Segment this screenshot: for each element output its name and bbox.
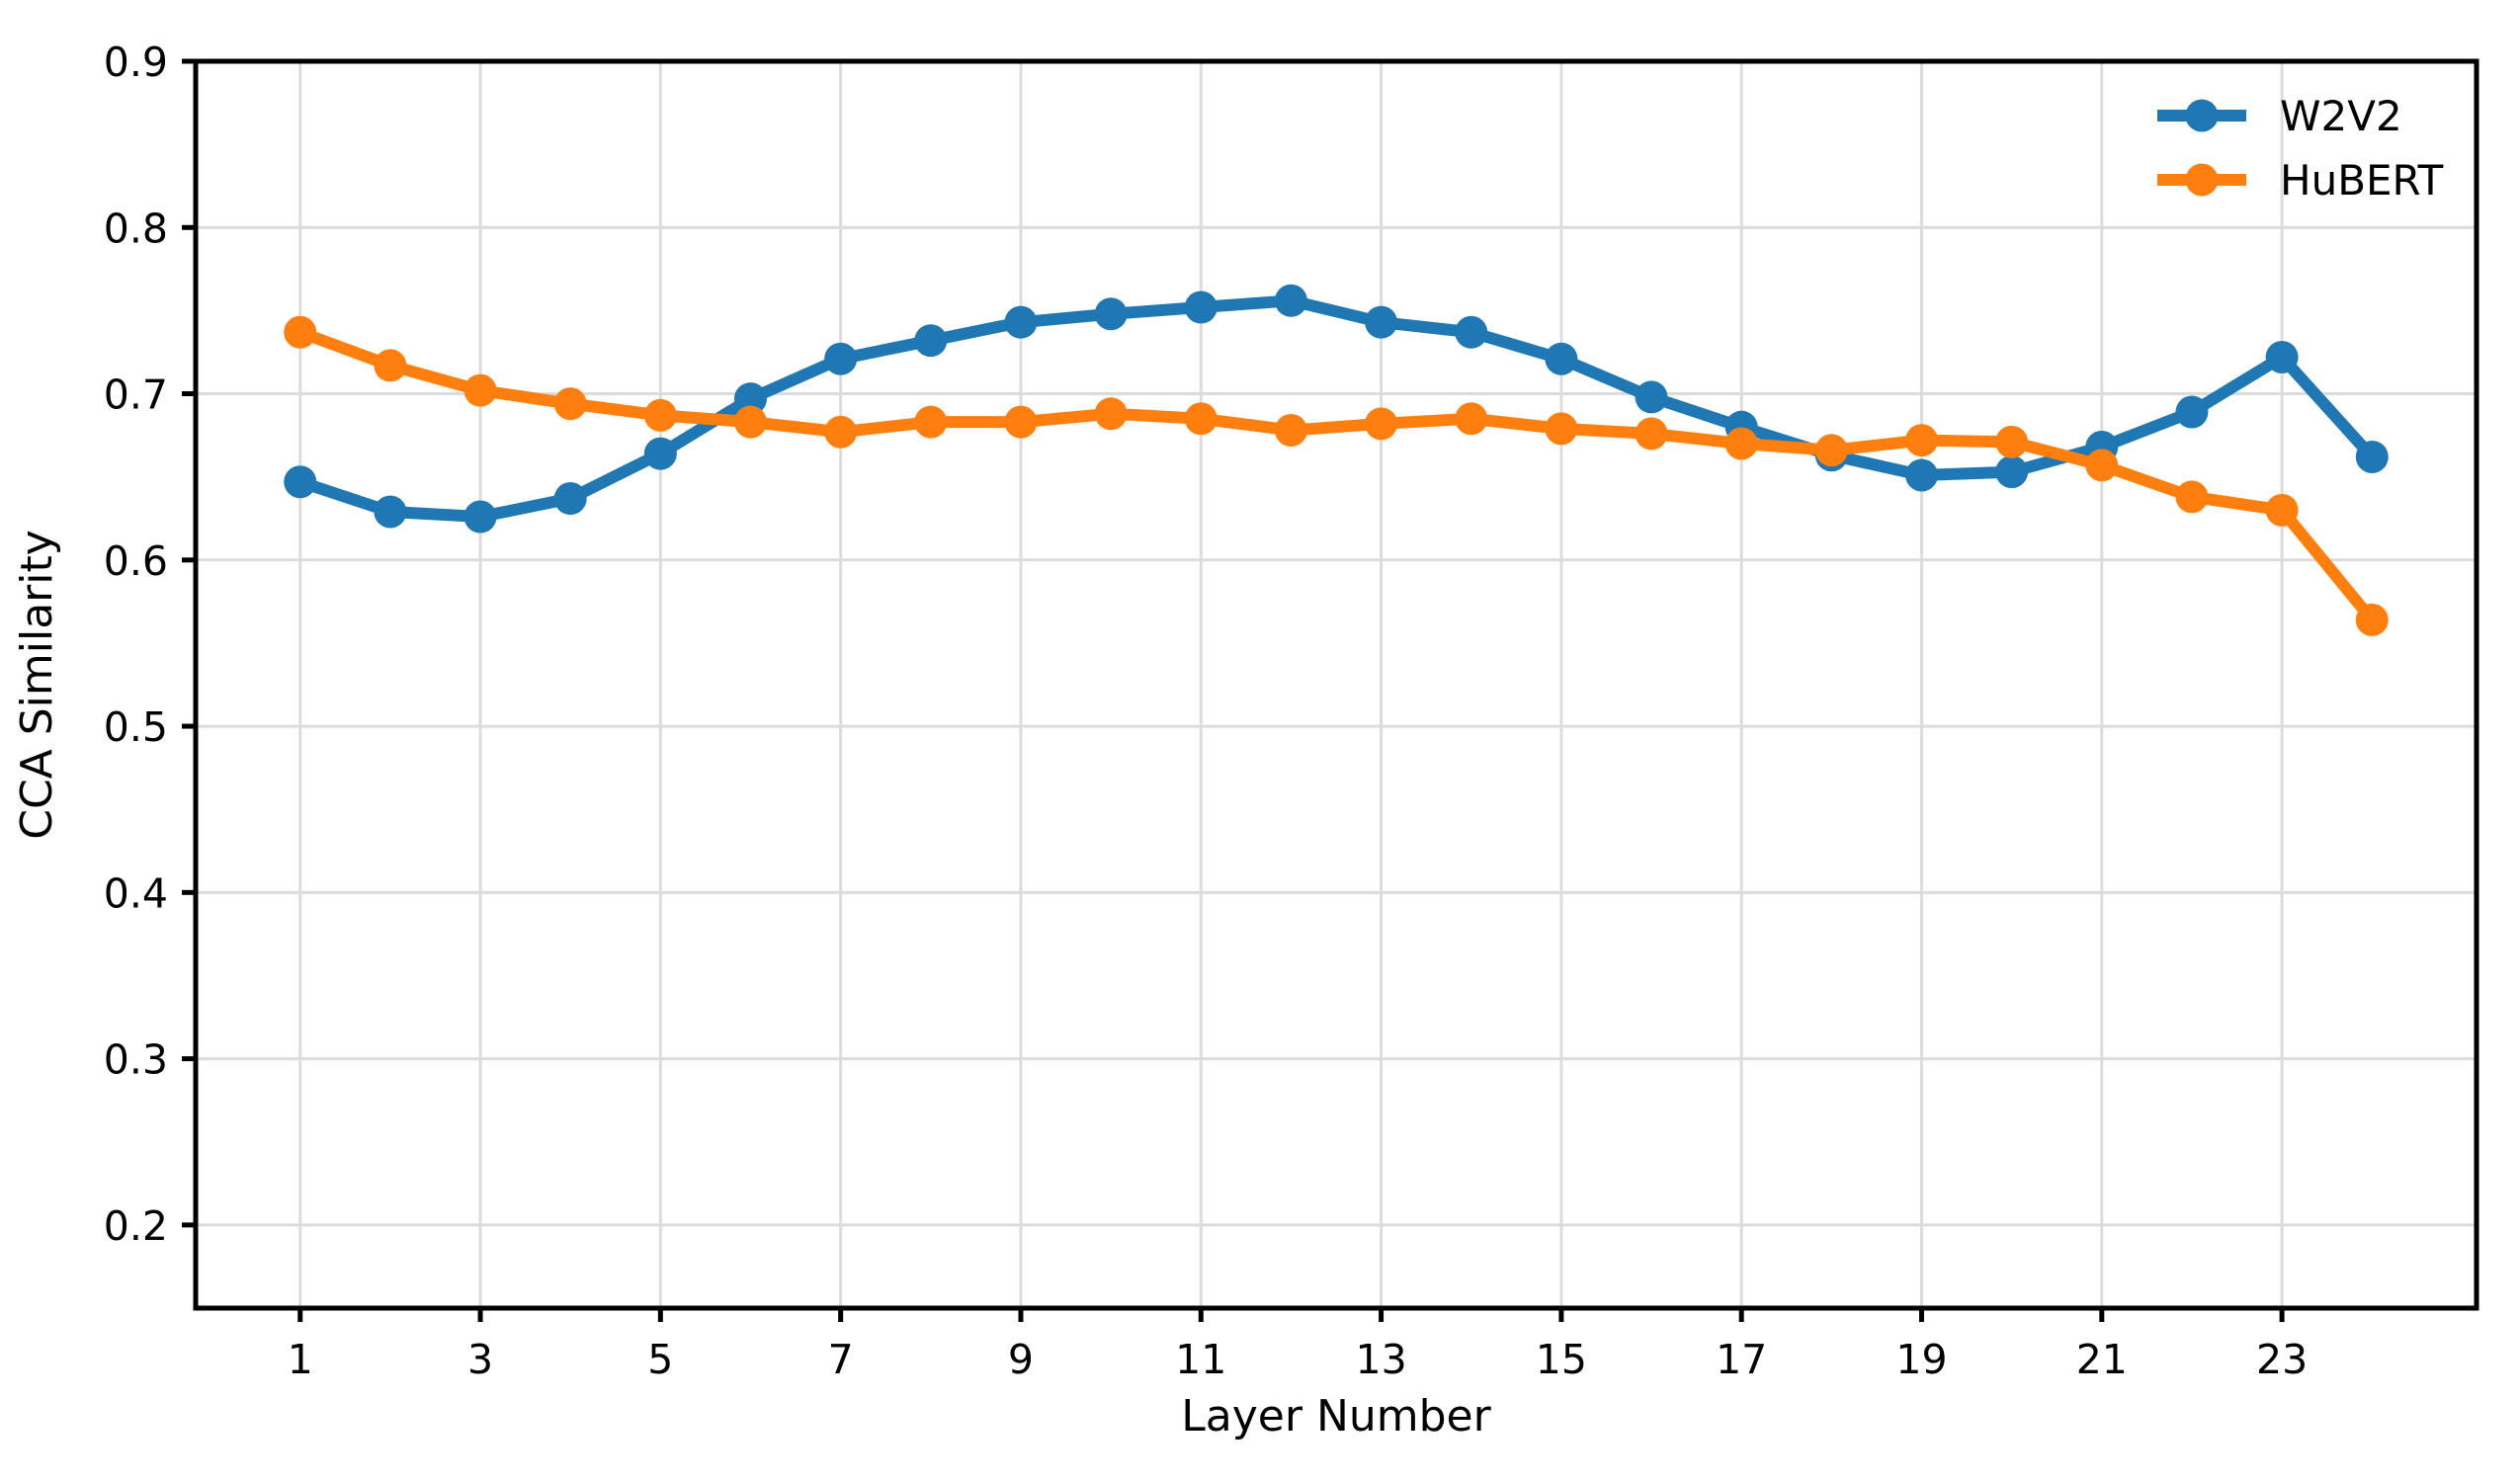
series-w2v2-point-12 bbox=[1274, 284, 1307, 317]
y-tick-label-0.4: 0.4 bbox=[104, 869, 168, 917]
series-hubert-point-12 bbox=[1274, 414, 1307, 448]
series-w2v2-point-10 bbox=[1094, 297, 1128, 331]
legend-label-hubert: HuBERT bbox=[2280, 156, 2444, 205]
series-w2v2-point-2 bbox=[374, 495, 407, 529]
legend-entry-w2v2: W2V2 bbox=[2157, 92, 2402, 140]
series-hubert-point-18 bbox=[1814, 434, 1848, 467]
x-tick-label-21: 21 bbox=[2076, 1336, 2128, 1383]
y-tick-label-0.3: 0.3 bbox=[104, 1036, 168, 1084]
series-hubert-point-16 bbox=[1635, 417, 1668, 451]
series-hubert-point-10 bbox=[1094, 397, 1128, 431]
y-tick-label-0.7: 0.7 bbox=[104, 371, 168, 419]
series-w2v2-point-13 bbox=[1365, 305, 1398, 339]
series-hubert-point-8 bbox=[914, 405, 948, 439]
series-w2v2-point-6 bbox=[734, 382, 768, 416]
y-tick-label-0.9: 0.9 bbox=[104, 39, 168, 86]
series-hubert-point-14 bbox=[1455, 402, 1488, 436]
series-w2v2-point-23 bbox=[2265, 341, 2299, 374]
x-tick-label-19: 19 bbox=[1895, 1336, 1947, 1383]
x-tick-label-15: 15 bbox=[1536, 1336, 1587, 1383]
series-hubert-point-15 bbox=[1545, 412, 1578, 446]
series-hubert-point-17 bbox=[1724, 427, 1758, 460]
series-w2v2-point-7 bbox=[824, 342, 858, 375]
gridlines bbox=[196, 59, 2477, 1308]
y-tick-label-0.5: 0.5 bbox=[104, 703, 168, 751]
series-hubert-point-3 bbox=[463, 373, 497, 407]
series-w2v2-point-24 bbox=[2355, 440, 2389, 473]
legend-label-w2v2: W2V2 bbox=[2280, 92, 2402, 140]
x-tick-label-23: 23 bbox=[2256, 1336, 2308, 1383]
series-w2v2-point-16 bbox=[1635, 380, 1668, 414]
series-w2v2-point-20 bbox=[1995, 455, 2029, 489]
series-hubert-point-6 bbox=[734, 405, 768, 439]
x-axis-title: Layer Number bbox=[1181, 1391, 1491, 1441]
series-w2v2-point-5 bbox=[643, 437, 677, 470]
series-w2v2-point-14 bbox=[1455, 315, 1488, 349]
series-hubert-point-2 bbox=[374, 349, 407, 382]
series-hubert-point-20 bbox=[1995, 425, 2029, 458]
series-w2v2-point-11 bbox=[1184, 290, 1218, 324]
x-tick-label-1: 1 bbox=[288, 1336, 313, 1383]
y-tick-label-0.6: 0.6 bbox=[104, 537, 168, 585]
legend: W2V2 HuBERT bbox=[2157, 92, 2444, 205]
series-w2v2-point-15 bbox=[1545, 342, 1578, 375]
y-tick-label-0.8: 0.8 bbox=[104, 205, 168, 252]
series-hubert-point-5 bbox=[643, 398, 677, 432]
series-hubert-point-9 bbox=[1004, 405, 1038, 439]
x-tick-label-5: 5 bbox=[647, 1336, 673, 1383]
y-tick-label-0.2: 0.2 bbox=[104, 1202, 168, 1250]
x-tick-label-9: 9 bbox=[1008, 1336, 1034, 1383]
series-hubert-point-4 bbox=[553, 387, 587, 421]
series-w2v2-point-3 bbox=[463, 500, 497, 534]
legend-entry-hubert: HuBERT bbox=[2157, 156, 2444, 205]
series-hubert-point-13 bbox=[1365, 407, 1398, 441]
x-tick-label-3: 3 bbox=[467, 1336, 493, 1383]
series-w2v2-point-1 bbox=[284, 465, 317, 499]
series-hubert-point-22 bbox=[2175, 480, 2209, 514]
series-layer bbox=[284, 284, 2389, 636]
x-tick-label-17: 17 bbox=[1716, 1336, 1767, 1383]
plot-border bbox=[193, 58, 2479, 1311]
series-hubert-point-24 bbox=[2355, 603, 2389, 636]
legend-marker-w2v2 bbox=[2185, 99, 2219, 132]
series-hubert-point-7 bbox=[824, 415, 858, 449]
series-w2v2-point-22 bbox=[2175, 395, 2209, 429]
series-hubert-point-11 bbox=[1184, 402, 1218, 436]
x-tick-label-11: 11 bbox=[1175, 1336, 1226, 1383]
y-axis-title: CCA Similarity bbox=[12, 530, 62, 840]
series-hubert-point-23 bbox=[2265, 493, 2299, 527]
series-hubert-point-21 bbox=[2085, 449, 2119, 482]
series-hubert-point-19 bbox=[1904, 424, 1938, 457]
series-w2v2-point-19 bbox=[1904, 458, 1938, 492]
series-hubert-point-1 bbox=[284, 315, 317, 349]
series-w2v2-point-4 bbox=[553, 482, 587, 516]
x-tick-label-13: 13 bbox=[1355, 1336, 1406, 1383]
series-w2v2-point-9 bbox=[1004, 305, 1038, 339]
axes-layer: 1 3 5 7 9 11 13 15 17 19 21 230.20.30.40.50.60.70.8… bbox=[104, 39, 2308, 1383]
x-tick-label-7: 7 bbox=[828, 1336, 854, 1383]
series-w2v2-point-8 bbox=[914, 324, 948, 358]
legend-marker-hubert bbox=[2185, 163, 2219, 197]
